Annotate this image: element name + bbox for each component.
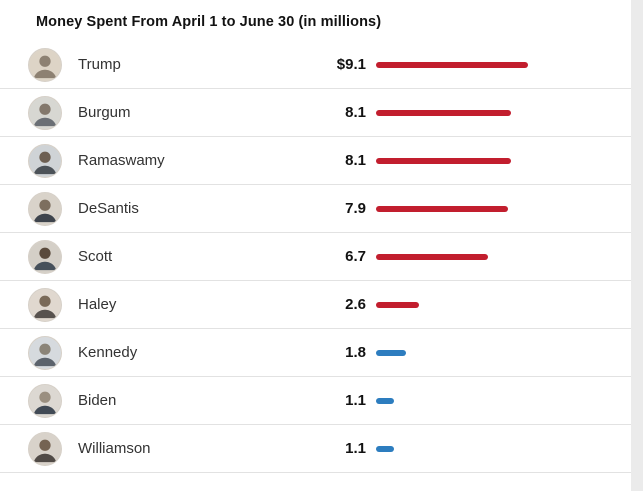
candidate-name: Burgum <box>78 104 131 121</box>
spend-value: 6.7 <box>345 248 366 265</box>
candidate-name: Trump <box>78 56 121 73</box>
spend-value: 1.1 <box>345 440 366 457</box>
person-silhouette-icon <box>29 144 61 177</box>
spend-value: 8.1 <box>345 104 366 121</box>
person-silhouette-icon <box>29 240 61 273</box>
spend-value: 8.1 <box>345 152 366 169</box>
chart-row-biden: Biden 1.1 <box>0 377 631 425</box>
chart-title: Money Spent From April 1 to June 30 (in … <box>36 14 382 30</box>
value-bar <box>376 253 488 260</box>
chart-row-desantis: DeSantis 7.9 <box>0 185 631 233</box>
person-silhouette-icon <box>29 432 61 465</box>
value-bar <box>376 349 406 356</box>
person-silhouette-icon <box>29 288 61 321</box>
chart-row-williamson: Williamson 1.1 <box>0 425 631 473</box>
chart-row-scott: Scott 6.7 <box>0 233 631 281</box>
spend-value: $9.1 <box>336 56 366 73</box>
person-silhouette-icon <box>29 336 61 369</box>
value-bar <box>376 109 511 116</box>
candidate-avatar <box>28 239 62 274</box>
value-bar <box>376 157 511 164</box>
spend-value: 1.1 <box>345 392 366 409</box>
candidate-name: Ramaswamy <box>78 152 165 169</box>
candidate-avatar <box>28 431 62 466</box>
chart-row-burgum: Burgum 8.1 <box>0 89 631 137</box>
bar-chart: Trump $9.1 Burgum 8.1 Ramaswamy 8.1 DeSa… <box>0 41 631 473</box>
value-bar <box>376 301 419 308</box>
candidate-name: DeSantis <box>78 200 139 217</box>
spend-value: 7.9 <box>345 200 366 217</box>
person-silhouette-icon <box>29 384 61 417</box>
person-silhouette-icon <box>29 192 61 225</box>
value-bar <box>376 445 394 452</box>
spend-value: 1.8 <box>345 344 366 361</box>
candidate-name: Biden <box>78 392 117 409</box>
candidate-avatar <box>28 143 62 178</box>
value-bar <box>376 205 508 212</box>
candidate-avatar <box>28 47 62 82</box>
chart-row-ramaswamy: Ramaswamy 8.1 <box>0 137 631 185</box>
chart-row-trump: Trump $9.1 <box>0 41 631 89</box>
candidate-name: Kennedy <box>78 344 138 361</box>
chart-row-kennedy: Kennedy 1.8 <box>0 329 631 377</box>
value-bar <box>376 397 394 404</box>
candidate-name: Haley <box>78 296 117 313</box>
spend-value: 2.6 <box>345 296 366 313</box>
person-silhouette-icon <box>29 96 61 129</box>
candidate-avatar <box>28 287 62 322</box>
candidate-name: Williamson <box>78 440 151 457</box>
candidate-avatar <box>28 383 62 418</box>
candidate-avatar <box>28 191 62 226</box>
chart-row-haley: Haley 2.6 <box>0 281 631 329</box>
candidate-name: Scott <box>78 248 113 265</box>
person-silhouette-icon <box>29 48 61 81</box>
value-bar <box>376 61 528 68</box>
candidate-avatar <box>28 335 62 370</box>
candidate-avatar <box>28 95 62 130</box>
